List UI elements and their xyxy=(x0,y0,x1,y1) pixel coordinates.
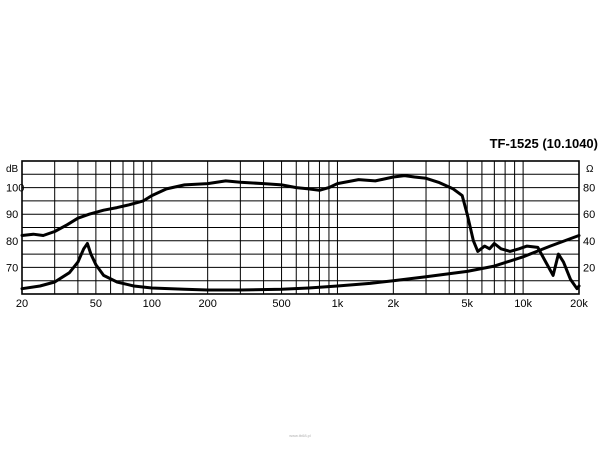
y-right-tick-label: 60 xyxy=(583,209,595,221)
y-left-tick-label: 100 xyxy=(6,183,24,195)
x-tick-label: 100 xyxy=(143,298,161,310)
x-tick-label: 50 xyxy=(90,298,102,310)
y-right-tick-label: 20 xyxy=(583,262,595,274)
x-tick-label: 20k xyxy=(570,298,588,310)
x-tick-label: 500 xyxy=(272,298,290,310)
left-axis-unit: dB xyxy=(6,164,19,175)
chart-title: TF-1525 (10.1040) xyxy=(490,136,598,151)
x-tick-label: 5k xyxy=(461,298,473,310)
y-left-tick-label: 70 xyxy=(6,262,18,274)
x-tick-label: 10k xyxy=(514,298,532,310)
right-axis-unit: Ω xyxy=(586,164,594,175)
plot-frame xyxy=(21,160,580,295)
grid xyxy=(21,161,580,294)
tick-labels: 20 50 100 200 500 1k 2k 5k 10k 20k 70 80 90 100 20 40 60… xyxy=(6,183,595,310)
y-left-tick-label: 90 xyxy=(6,209,18,221)
series-lines xyxy=(20,174,581,292)
x-tick-label: 2k xyxy=(388,298,400,310)
y-left-tick-label: 80 xyxy=(6,236,18,248)
impedance-curve xyxy=(20,234,581,292)
footer-watermark: www.tb68.pl xyxy=(289,433,311,438)
x-tick-label: 1k xyxy=(332,298,344,310)
spl-curve xyxy=(20,174,581,291)
x-tick-label: 20 xyxy=(16,298,28,310)
y-right-tick-label: 40 xyxy=(583,236,595,248)
x-tick-label: 200 xyxy=(198,298,216,310)
y-right-tick-label: 80 xyxy=(583,183,595,195)
